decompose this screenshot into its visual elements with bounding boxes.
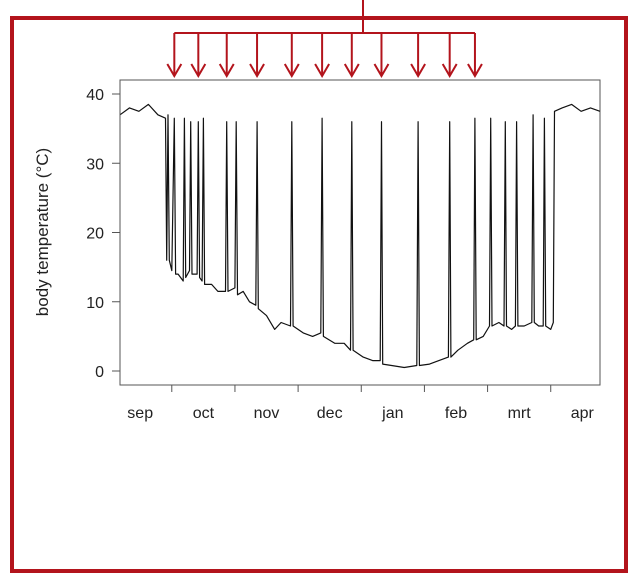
y-axis-label: body temperature (°C) <box>33 148 52 316</box>
arrow-head <box>441 63 458 78</box>
y-tick-label: 40 <box>86 87 104 104</box>
x-axis: sep oct nov dec jan feb mrt apr <box>127 384 595 422</box>
arrow-head <box>343 63 360 78</box>
arrow-head <box>249 63 265 78</box>
x-tick-label: nov <box>254 405 280 422</box>
x-tick-label: apr <box>571 405 595 422</box>
arrow-head <box>314 63 330 78</box>
y-tick-label: 10 <box>86 295 104 312</box>
x-tick-label: mrt <box>508 405 532 422</box>
y-tick-label: 20 <box>86 226 104 243</box>
arrow-head <box>166 63 183 78</box>
arrow-head <box>190 63 207 78</box>
y-axis: 0 10 20 30 40 <box>86 87 121 381</box>
x-tick-label: dec <box>317 405 343 422</box>
series-line-0 <box>119 103 601 369</box>
x-tick-label: sep <box>127 405 153 422</box>
arrow-head <box>218 63 235 78</box>
plot-area <box>119 79 601 386</box>
x-tick-label: jan <box>381 405 403 422</box>
arousal-arrows <box>166 0 483 78</box>
arrow-head <box>283 63 300 78</box>
arrow-head <box>373 63 390 78</box>
x-tick-label: feb <box>445 405 467 422</box>
y-tick-label: 0 <box>95 364 104 381</box>
figure-frame <box>10 16 628 573</box>
arrow-head <box>410 63 426 78</box>
y-tick-label: 30 <box>86 156 104 173</box>
arrow-head <box>467 63 483 78</box>
x-tick-label: oct <box>193 405 215 422</box>
